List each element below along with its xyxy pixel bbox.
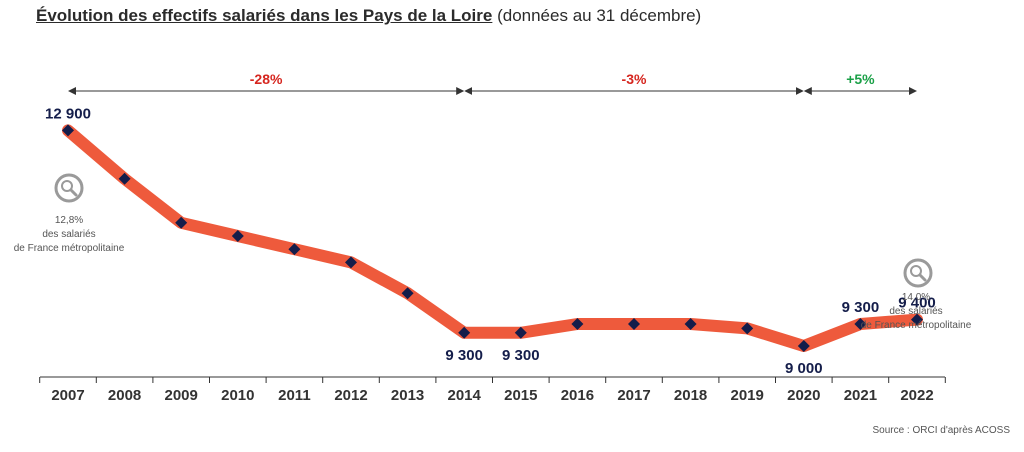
x-tick-label-2018: 2018 bbox=[674, 387, 707, 404]
x-tick-label-2017: 2017 bbox=[617, 387, 650, 404]
callout-line2-0: de France métropolitaine bbox=[14, 243, 125, 254]
chart-title-main: Évolution des effectifs salariés dans le… bbox=[36, 6, 493, 25]
x-tick-label-2020: 2020 bbox=[787, 387, 820, 404]
data-point-2007 bbox=[62, 124, 74, 137]
data-label-2022: 9 400 bbox=[898, 295, 936, 312]
x-tick-label-2016: 2016 bbox=[561, 387, 594, 404]
series-line bbox=[62, 124, 923, 352]
x-tick-label-2019: 2019 bbox=[731, 387, 764, 404]
data-point-2010 bbox=[231, 230, 244, 242]
x-tick-label-2007: 2007 bbox=[51, 387, 84, 404]
callout-line2-1: de France métropolitaine bbox=[861, 320, 972, 331]
data-point-2019 bbox=[741, 322, 754, 335]
magnifier-icon-1 bbox=[903, 258, 933, 288]
period-change-label-2: +5% bbox=[846, 71, 875, 87]
data-point-2016 bbox=[571, 318, 584, 330]
callout-value-0: 12,8% bbox=[55, 215, 83, 226]
callout-line1-0: des salariés bbox=[42, 229, 95, 240]
x-tick-label-2015: 2015 bbox=[504, 387, 537, 404]
data-point-2015 bbox=[514, 326, 527, 339]
x-tick-label-2022: 2022 bbox=[900, 387, 933, 404]
period-change-label-0: -28% bbox=[250, 71, 283, 87]
x-tick-label-2009: 2009 bbox=[165, 387, 198, 404]
chart-title-sub: (données au 31 décembre) bbox=[492, 6, 702, 25]
magnifier-icon-0 bbox=[54, 173, 84, 203]
data-point-2012 bbox=[345, 256, 357, 269]
x-tick-label-2011: 2011 bbox=[278, 387, 311, 404]
data-point-2021 bbox=[854, 318, 867, 330]
data-point-2008 bbox=[118, 172, 131, 185]
data-point-2020 bbox=[797, 340, 810, 352]
data-point-2017 bbox=[628, 318, 640, 330]
period-change-label-1: -3% bbox=[622, 71, 647, 87]
x-tick-label-2008: 2008 bbox=[108, 387, 141, 404]
chart-title: Évolution des effectifs salariés dans le… bbox=[36, 6, 701, 26]
callout-line1-1: des salariés bbox=[889, 306, 942, 317]
data-label-2020: 9 000 bbox=[785, 360, 823, 377]
data-point-2018 bbox=[684, 318, 697, 330]
x-tick-label-2021: 2021 bbox=[844, 387, 877, 404]
x-tick-label-2010: 2010 bbox=[221, 387, 254, 404]
source-note: Source : ORCI d'après ACOSS bbox=[872, 425, 1010, 436]
data-label-2015: 9 300 bbox=[502, 347, 540, 364]
data-point-2022 bbox=[911, 313, 923, 326]
x-tick-label-2014: 2014 bbox=[448, 387, 482, 404]
data-label-2014: 9 300 bbox=[445, 347, 483, 364]
data-point-2011 bbox=[288, 243, 301, 256]
data-label-2021: 9 300 bbox=[842, 299, 880, 316]
data-label-2007: 12 900 bbox=[45, 105, 91, 122]
callout-value-1: 14,0% bbox=[902, 292, 930, 303]
data-point-2009 bbox=[175, 216, 188, 229]
data-point-2014 bbox=[458, 326, 471, 339]
x-tick-label-2012: 2012 bbox=[334, 387, 367, 404]
data-point-2013 bbox=[401, 287, 414, 300]
x-tick-label-2013: 2013 bbox=[391, 387, 424, 404]
